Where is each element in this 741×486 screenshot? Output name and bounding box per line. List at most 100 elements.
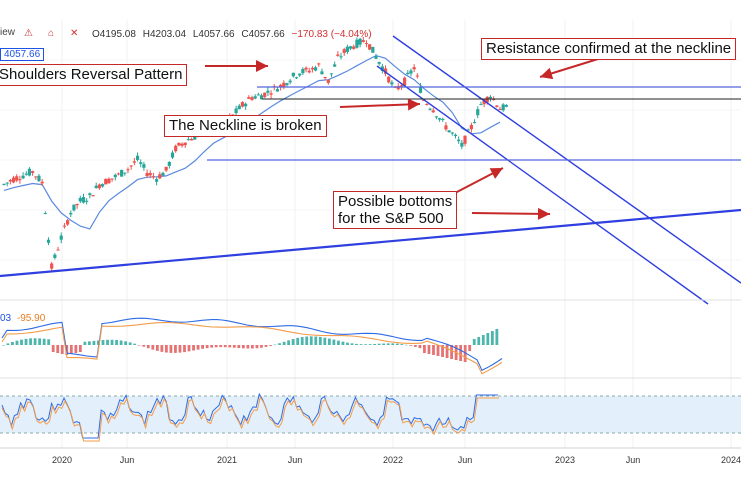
- macd-histogram-bar: [273, 344, 277, 346]
- candle-body: [56, 249, 60, 251]
- candle-body: [78, 197, 82, 202]
- x-tick-label: 2022: [382, 455, 404, 465]
- macd-histogram-bar: [78, 345, 82, 352]
- macd-histogram-bar: [183, 345, 186, 353]
- candle-body: [113, 174, 117, 178]
- candle-body: [441, 119, 445, 121]
- candle-body: [59, 235, 63, 240]
- candle-body: [72, 204, 76, 211]
- macd-histogram-bar: [219, 345, 223, 348]
- candle-body: [8, 180, 12, 182]
- macd-histogram-bar: [386, 343, 390, 345]
- long-term-trendline: [0, 208, 741, 278]
- candle-body: [31, 171, 35, 173]
- last-price-tag: 4057.66: [0, 48, 45, 61]
- candle-body: [342, 49, 346, 53]
- candle-body: [485, 96, 489, 103]
- candle-body: [43, 213, 47, 215]
- candle-body: [409, 70, 413, 74]
- macd-value-b: -95.90: [16, 313, 46, 324]
- macd-histogram-bar: [291, 339, 295, 345]
- macd-histogram-bar: [42, 338, 46, 345]
- macd-value-a: 03: [0, 313, 12, 324]
- candlesticks: [2, 37, 508, 271]
- high-value: H4203.04: [142, 29, 187, 40]
- arrow-bottoms-trendline-head: [537, 207, 550, 220]
- candle-body: [75, 203, 79, 206]
- macd-histogram-bar: [373, 343, 377, 345]
- arrow-bottoms-trendline: [471, 212, 551, 215]
- candle-body: [387, 76, 391, 83]
- macd-histogram-bar: [11, 341, 14, 345]
- trend-drawings: [0, 35, 741, 305]
- macd-histogram-bar: [282, 341, 286, 345]
- macd-histogram-bar: [228, 345, 232, 348]
- candle-body: [352, 46, 356, 49]
- macd-histogram-bar: [124, 341, 128, 345]
- candle-body: [269, 93, 273, 95]
- alert-icon[interactable]: ⚠: [24, 28, 33, 39]
- channel-lower-line: [376, 65, 709, 305]
- macd-values: 03 -95.90: [0, 313, 45, 324]
- candle-body: [174, 145, 178, 152]
- candle-body: [126, 169, 130, 171]
- candle-body: [447, 130, 451, 133]
- macd-histogram-bar: [391, 343, 395, 345]
- macd-histogram-bar: [459, 345, 463, 361]
- macd-histogram-bar: [450, 345, 453, 359]
- candle-body: [336, 54, 340, 56]
- macd-histogram-bar: [300, 337, 304, 345]
- candle-body: [364, 43, 369, 45]
- macd-histogram-bar: [210, 345, 214, 348]
- candle-body: [97, 184, 101, 189]
- candle-body: [183, 142, 187, 146]
- candle-body: [104, 178, 108, 185]
- arrow-neckline: [339, 103, 421, 108]
- macd-histogram-bar: [432, 345, 435, 355]
- macd-histogram-bar: [337, 340, 340, 345]
- candle-body: [294, 77, 299, 79]
- macd-histogram-bar: [6, 343, 10, 345]
- x-tick-label: 2020: [51, 455, 73, 465]
- macd-histogram-bar: [305, 336, 309, 345]
- macd-histogram-bar: [264, 345, 268, 347]
- macd-histogram-bar: [29, 338, 32, 345]
- close-icon[interactable]: ✕: [70, 28, 79, 39]
- open-value: O4195.08: [92, 29, 136, 40]
- candle-body: [488, 96, 493, 99]
- macd-histogram-bar: [201, 345, 204, 349]
- macd-histogram-bar: [92, 340, 96, 345]
- macd-histogram-bar: [341, 341, 345, 345]
- macd-histogram-bar: [364, 344, 367, 345]
- candle-body: [358, 38, 362, 45]
- macd-histogram-bar: [169, 345, 173, 353]
- macd-histogram-bar: [47, 339, 51, 345]
- candle-body: [15, 176, 19, 181]
- candle-body: [167, 161, 171, 166]
- annotation-arrows: [205, 58, 599, 220]
- candle-body: [339, 56, 343, 58]
- candle-body: [180, 143, 184, 146]
- macd-histogram-bar: [418, 345, 422, 349]
- candle-body: [282, 82, 286, 87]
- rsi-pane: [0, 392, 741, 442]
- macd-histogram-bar: [74, 345, 78, 353]
- macd-histogram-bar: [101, 340, 105, 345]
- macd-histogram-bar: [472, 339, 476, 345]
- macd-histogram-bar: [196, 345, 200, 350]
- macd-histogram-bar: [490, 331, 494, 345]
- candle-body: [253, 96, 257, 99]
- lock-icon[interactable]: ⌂: [48, 28, 55, 39]
- macd-histogram-bar: [20, 339, 23, 345]
- candle-body: [326, 79, 330, 83]
- candle-body: [34, 176, 38, 178]
- candle-body: [145, 172, 149, 176]
- candle-body: [403, 77, 407, 86]
- macd-histogram-bar: [223, 345, 227, 348]
- candle-body: [498, 108, 502, 110]
- candle-body: [266, 90, 270, 93]
- candle-body: [170, 152, 175, 158]
- arrow-resistance-head: [540, 67, 554, 80]
- candle-body: [323, 77, 327, 79]
- macd-histogram-bar: [97, 340, 100, 345]
